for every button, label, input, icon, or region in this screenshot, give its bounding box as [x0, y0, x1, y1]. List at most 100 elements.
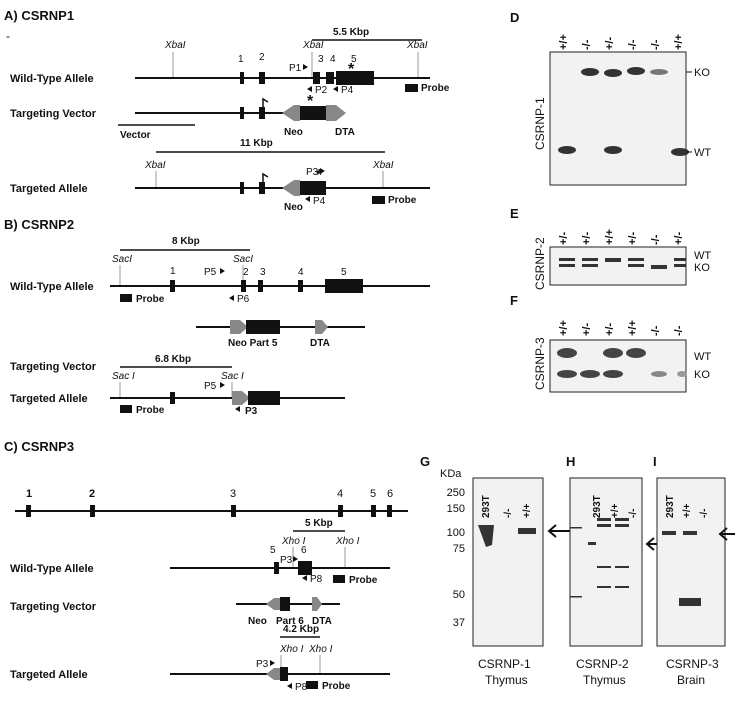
genotype-label: +/- [627, 232, 639, 245]
blot-side-label: CSRNP-2 [533, 237, 547, 290]
saci-label: Sac I [221, 371, 244, 382]
genotype-label: +/- [581, 323, 593, 336]
wt-label: WT [694, 147, 711, 159]
genotype-label: +/+ [627, 320, 639, 336]
probe-label: Probe [388, 195, 417, 206]
panel-g: G KDa 250 150 100 75 50 37 293T -/- +/+ … [420, 454, 570, 687]
genotype-label: +/- [673, 232, 685, 245]
xhoi-label: Xho I [308, 644, 333, 655]
western-blot [569, 477, 643, 647]
genotype-label: -/- [650, 325, 662, 336]
wt-allele-label: Wild-Type Allele [10, 73, 94, 85]
genotype-label: -/- [650, 39, 662, 50]
saci-label: SacI [233, 254, 253, 265]
genotype-label: -/- [627, 39, 639, 50]
exon-4: 4 [298, 267, 304, 278]
primer-p3: P3 [280, 555, 293, 566]
xbai-label: XbaI [302, 40, 324, 51]
primer-p3: P3 [256, 659, 269, 670]
probe-label: Probe [322, 681, 351, 692]
genotype-label: +/- [581, 232, 593, 245]
exon-1: 1 [170, 266, 176, 277]
exon-2: 2 [89, 488, 95, 500]
probe-label: Probe [136, 294, 165, 305]
dta-label: DTA [310, 338, 330, 349]
primer-p8: P8 [295, 682, 308, 693]
kda-label: KDa [440, 468, 462, 480]
genotype-label: -/- [581, 39, 593, 50]
primer-p2: P2 [315, 85, 328, 96]
lane-label: +/+ [682, 503, 693, 518]
panel-a: A) CSRNP1 - 5.5 Kbp XbaI XbaI XbaI Wild-… [4, 8, 450, 213]
mw-marker: 150 [447, 503, 465, 515]
mutation-star: * [307, 93, 314, 110]
genotype-label: +/+ [558, 34, 570, 50]
dta-label: DTA [335, 127, 355, 138]
exon-5: 5 [341, 267, 347, 278]
panel-b-title: B) CSRNP2 [4, 217, 74, 232]
primer-p4: P4 [313, 196, 326, 207]
neo-label: Neo [284, 127, 303, 138]
xbai-label: XbaI [164, 40, 186, 51]
vector-label: Vector [120, 130, 151, 141]
exon-3: 3 [260, 267, 266, 278]
xbai-label: XbaI [144, 160, 166, 171]
exon-5: 5 [270, 545, 276, 556]
genotype-label: +/- [604, 37, 616, 50]
panel-f-letter: F [510, 293, 518, 308]
primer-p1: P1 [289, 63, 302, 74]
exon-2: 2 [243, 267, 249, 278]
caption: CSRNP-1 [478, 657, 531, 671]
blot-side-label: CSRNP-3 [533, 337, 547, 390]
neo-part5-label: Neo Part 5 [228, 338, 278, 349]
genotype-label: -/- [673, 325, 685, 336]
genotype-label: +/+ [604, 229, 616, 245]
panel-c: C) CSRNP3 1 2 3 4 5 6 5 Kbp Xho I Xho I … [4, 439, 408, 693]
xhoi-label: Xho I [335, 536, 360, 547]
genotype-labels: +/+ -/- +/- -/- -/- +/+ [558, 34, 685, 50]
panel-i-letter: I [653, 454, 657, 469]
mutation-star: * [348, 61, 355, 78]
wt-size-label: 5.5 Kbp [333, 27, 369, 38]
panel-h: H 293T +/+ -/- CSRNP-2 Thymus [566, 454, 668, 687]
caption: CSRNP-3 [666, 657, 719, 671]
ta-size-label: 6.8 Kbp [155, 354, 191, 365]
lane-label: 293T [481, 495, 492, 518]
panel-d: D +/+ -/- +/- -/- -/- +/+ KO WT CSRNP-1 [510, 10, 711, 186]
targeted-allele-label: Targeted Allele [10, 183, 88, 195]
targeted-allele-label: Targeted Allele [10, 669, 88, 681]
genotype-label: -/- [650, 234, 662, 245]
lane-label: -/- [699, 509, 710, 518]
mw-marker: 50 [453, 589, 465, 601]
wt-label: WT [694, 351, 711, 363]
western-blot [656, 477, 726, 647]
exon-4: 4 [330, 54, 336, 65]
targeting-vector-label: Targeting Vector [10, 601, 97, 613]
lane-label: -/- [503, 509, 514, 518]
ko-label: KO [694, 369, 710, 381]
exon-3: 3 [230, 488, 236, 500]
panel-g-letter: G [420, 454, 430, 469]
exon-6: 6 [301, 545, 307, 556]
wt-allele-label: Wild-Type Allele [10, 281, 94, 293]
genotype-label: +/- [558, 232, 570, 245]
panel-b: B) CSRNP2 8 Kbp SacI SacI Wild-Type Alle… [4, 217, 430, 417]
wt-size-label: 8 Kbp [172, 236, 200, 247]
primer-p3: P3 [245, 406, 258, 417]
genotype-label: +/- [604, 323, 616, 336]
panel-f: F +/+ +/- +/- +/+ -/- -/- WT KO CSRNP-3 [510, 293, 711, 393]
wt-allele-label: Wild-Type Allele [10, 563, 94, 575]
lane-label: 293T [592, 495, 603, 518]
panel-e: E +/- +/- +/+ +/- -/- +/- WT KO CSRNP-2 [510, 206, 711, 290]
targeting-vector-label: Targeting Vector [10, 361, 97, 373]
ko-label: KO [694, 67, 710, 79]
xhoi-label: Xho I [279, 644, 304, 655]
caption: Thymus [485, 673, 528, 687]
blot-side-label: CSRNP-1 [533, 97, 547, 150]
panel-h-letter: H [566, 454, 575, 469]
exon-5: 5 [351, 54, 357, 65]
panel-d-letter: D [510, 10, 519, 25]
probe-box [405, 84, 418, 92]
neo-label: Neo [284, 202, 303, 213]
